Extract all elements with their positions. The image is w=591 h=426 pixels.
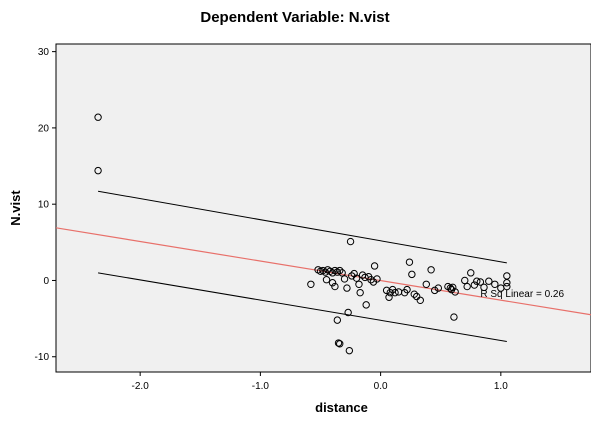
x-tick-label: 0.0 [374,381,388,392]
data-point [403,285,411,294]
data-point [328,279,337,287]
data-point [331,282,339,291]
y-axis-label: N.vist [8,190,23,226]
data-point [408,270,416,279]
data-point [449,283,457,292]
data-point [338,269,346,277]
x-tick-label: -2.0 [132,381,150,392]
prediction-interval-upper-line [97,190,507,264]
data-point [434,284,443,292]
data-point [427,266,435,274]
data-point [94,113,102,121]
data-point [334,339,343,347]
data-point [410,290,418,298]
data-point [356,288,364,297]
data-point [463,282,471,291]
data-point [321,268,330,276]
data-point [491,280,499,288]
r-squared-annotation: R Sq Linear = 0.26 [480,289,564,300]
data-point [503,282,511,291]
prediction-interval-lower-line [97,272,507,342]
data-point [340,275,349,283]
data-point [422,280,430,288]
data-point [480,283,488,292]
data-point [350,269,358,278]
y-tick-label: -10 [35,352,50,363]
data-point [451,288,459,296]
data-point [333,316,342,324]
data-point [385,293,393,301]
data-point [391,288,399,297]
data-point [322,276,331,284]
data-point [345,346,354,355]
y-tick-label: 30 [38,47,50,58]
data-point [344,308,352,317]
x-axis-label: distance [315,400,368,415]
x-tick-label: 1.0 [494,381,508,392]
data-point [94,166,102,175]
data-point [405,258,414,266]
data-point [307,280,315,288]
data-point [328,269,337,277]
data-point [473,277,481,285]
data-point [450,313,458,321]
data-points [94,113,511,355]
data-point [503,279,511,287]
data-point [461,276,469,285]
data-point [343,284,351,292]
data-point [352,274,361,282]
data-point [348,272,356,280]
data-point [373,275,381,283]
data-point [336,340,344,348]
chart-title: Dependent Variable: N.vist [200,9,389,26]
data-point [346,237,355,246]
y-tick-label: 20 [38,123,50,134]
data-point [370,262,379,270]
x-tick-label: -1.0 [252,381,270,392]
data-point [416,296,424,304]
data-point [476,278,485,286]
axis-ticks: -2.0 -1.0 0.0 1.0 -10 0 10 20 30 [35,47,509,392]
data-point [431,286,439,295]
plot-area [55,43,591,373]
data-point [467,269,475,277]
y-tick-label: 10 [38,200,50,211]
y-tick-label: 0 [43,276,49,287]
data-point [362,301,370,309]
data-point [336,266,344,275]
data-point [485,277,493,285]
data-point [355,280,363,288]
data-point [470,281,479,289]
